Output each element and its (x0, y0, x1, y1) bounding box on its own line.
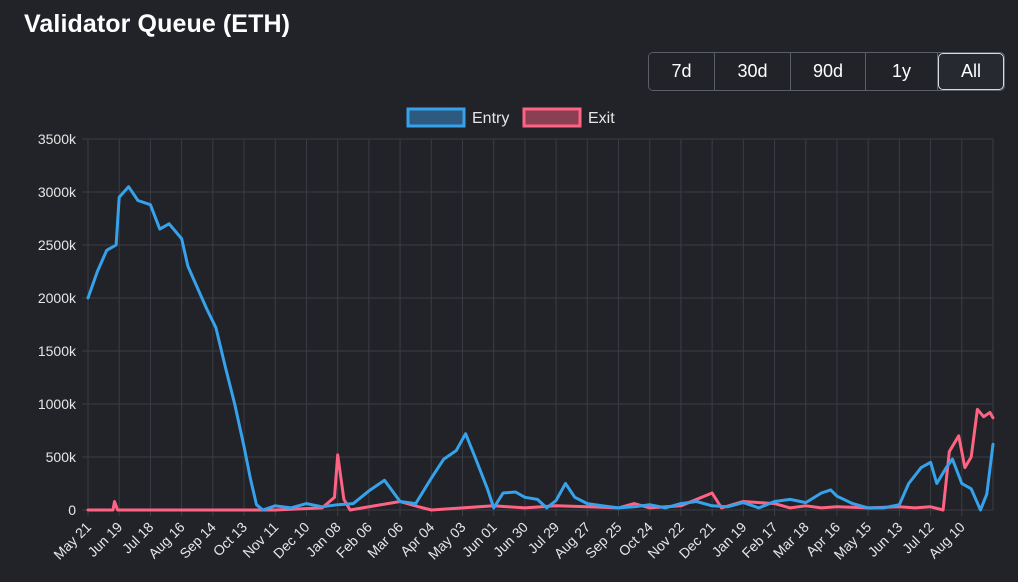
range-90d-button[interactable]: 90d (791, 53, 866, 90)
y-tick-label: 2000k (38, 290, 77, 306)
x-tick-label: Jun 30 (490, 519, 531, 560)
legend-entry-swatch (406, 107, 466, 128)
x-tick-label: Jun 19 (84, 519, 125, 560)
y-tick-label: 3000k (38, 184, 77, 200)
legend-entry-label: Entry (472, 110, 509, 127)
x-tick-label: Mar 06 (364, 519, 406, 561)
time-range-selector: 7d 30d 90d 1y All (648, 52, 1005, 91)
y-tick-label: 500k (46, 449, 77, 465)
range-7d-button[interactable]: 7d (649, 53, 715, 90)
x-tick-label: May 21 (50, 519, 94, 563)
y-tick-label: 3500k (38, 131, 77, 147)
y-tick-label: 2500k (38, 237, 77, 253)
range-1y-button[interactable]: 1y (866, 53, 938, 90)
y-tick-label: 1500k (38, 343, 77, 359)
range-all-button[interactable]: All (938, 53, 1004, 90)
x-tick-label: Mar 18 (770, 519, 812, 561)
legend-exit-label: Exit (588, 110, 615, 127)
legend-exit-swatch (522, 107, 582, 128)
y-tick-label: 0 (68, 502, 76, 518)
page-title: Validator Queue (ETH) (24, 10, 291, 38)
range-30d-button[interactable]: 30d (715, 53, 791, 90)
x-tick-label: Jun 13 (864, 519, 905, 560)
y-tick-label: 1000k (38, 396, 77, 412)
entry-series-line (86, 185, 995, 512)
exit-series-line (86, 407, 995, 512)
